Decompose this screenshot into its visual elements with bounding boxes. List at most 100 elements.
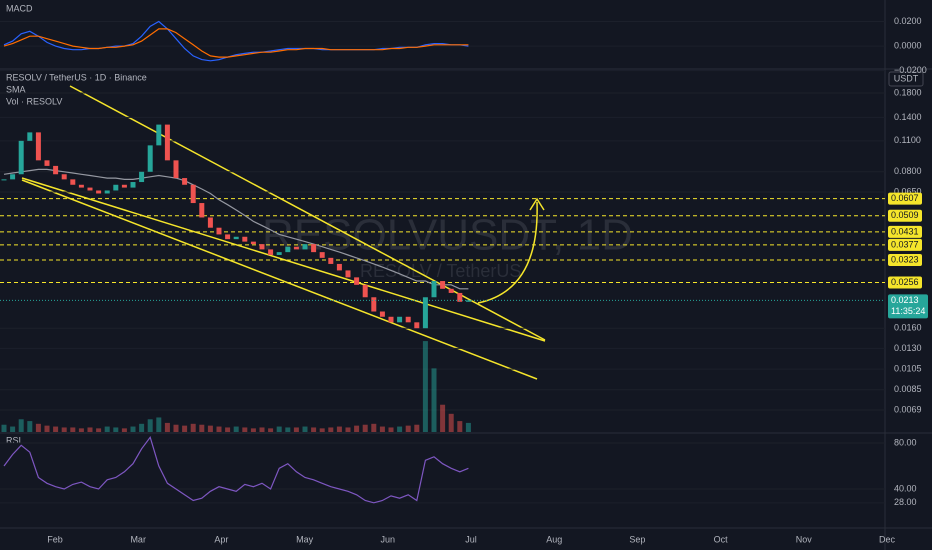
y-tick-label: 40.00 bbox=[894, 483, 917, 493]
volume-bar bbox=[302, 426, 308, 432]
candle bbox=[319, 252, 325, 258]
candle bbox=[199, 203, 205, 218]
candle bbox=[27, 132, 33, 141]
candle bbox=[448, 288, 454, 293]
level-label-bg bbox=[888, 276, 922, 289]
candle bbox=[164, 124, 170, 161]
candle bbox=[18, 140, 24, 175]
volume-bar bbox=[104, 426, 110, 432]
volume-bar bbox=[448, 413, 454, 432]
volume-bar bbox=[405, 425, 411, 432]
y-tick-label: 0.1400 bbox=[894, 112, 922, 122]
candle bbox=[354, 277, 360, 285]
legend-entry: SMA bbox=[6, 84, 26, 94]
currency: USDT bbox=[894, 73, 919, 83]
x-tick-label: Nov bbox=[796, 534, 813, 544]
volume-bar bbox=[225, 427, 231, 432]
candle bbox=[130, 182, 136, 188]
volume-bar bbox=[216, 426, 222, 432]
volume-bar bbox=[53, 426, 59, 432]
candle bbox=[242, 236, 248, 242]
candle bbox=[285, 246, 291, 253]
series-line bbox=[3, 28, 469, 58]
candle bbox=[147, 145, 153, 172]
volume-bar bbox=[44, 425, 50, 432]
level-label: 0.0607 bbox=[891, 193, 919, 203]
level-label: 0.0377 bbox=[891, 239, 919, 249]
candle bbox=[233, 236, 239, 240]
candle bbox=[465, 300, 471, 302]
candle bbox=[87, 187, 93, 191]
volume-bar bbox=[397, 426, 403, 432]
x-tick-label: Mar bbox=[130, 534, 146, 544]
volume-bar bbox=[156, 417, 162, 432]
y-tick-label: 0.0160 bbox=[894, 323, 922, 333]
currency-box[interactable] bbox=[888, 71, 924, 87]
candle bbox=[336, 263, 342, 271]
candle bbox=[379, 311, 385, 317]
volume-bar bbox=[190, 423, 196, 432]
candle bbox=[70, 179, 76, 185]
volume-bar bbox=[293, 427, 299, 432]
level-label-bg bbox=[888, 225, 922, 238]
candle bbox=[61, 174, 67, 180]
volume-bar bbox=[27, 421, 33, 432]
volume-bar bbox=[259, 427, 265, 432]
volume-bar bbox=[207, 425, 213, 432]
volume-bar bbox=[285, 427, 291, 432]
volume-bar bbox=[147, 419, 153, 432]
y-tick-label: 0.0650 bbox=[894, 186, 922, 196]
volume-bar bbox=[354, 425, 360, 432]
x-tick-label: Sep bbox=[629, 534, 645, 544]
candle bbox=[311, 244, 317, 253]
level-label-bg bbox=[888, 209, 922, 222]
y-tick-label: 0.1100 bbox=[894, 135, 921, 145]
volume-bar bbox=[130, 426, 136, 432]
candle bbox=[457, 292, 463, 302]
x-tick-label: Feb bbox=[47, 534, 63, 544]
volume-bar bbox=[379, 426, 385, 432]
watermark: RESOLVUSDT, 1D bbox=[262, 211, 633, 260]
candle bbox=[440, 281, 446, 289]
countdown: 11:35:24 bbox=[891, 306, 925, 316]
y-tick-label: 0.0130 bbox=[894, 343, 922, 353]
volume-bar bbox=[70, 427, 76, 432]
arrow bbox=[477, 201, 538, 304]
y-tick-label: 0.0000 bbox=[894, 40, 922, 50]
candle bbox=[53, 165, 59, 175]
y-tick-label: 0.0800 bbox=[894, 166, 922, 176]
candle bbox=[121, 184, 127, 188]
level-label: 0.0431 bbox=[891, 226, 919, 236]
candle bbox=[96, 190, 102, 194]
candle bbox=[216, 227, 222, 235]
level-label: 0.0509 bbox=[891, 210, 919, 220]
level-label-bg bbox=[888, 253, 922, 266]
volume-bar bbox=[311, 427, 317, 432]
panel-title: RESOLV / TetherUS · 1D · Binance bbox=[6, 72, 147, 82]
candle bbox=[182, 178, 188, 185]
candle bbox=[1, 179, 7, 181]
series-line bbox=[3, 435, 469, 504]
panel-title: RSI bbox=[6, 435, 21, 445]
candle bbox=[190, 184, 196, 204]
volume-bar bbox=[250, 428, 256, 432]
arrow-head bbox=[529, 197, 545, 211]
candle bbox=[388, 316, 394, 323]
volume-bar bbox=[35, 423, 41, 432]
candle bbox=[104, 190, 110, 194]
volume-bar bbox=[139, 423, 145, 432]
candle bbox=[156, 124, 162, 146]
volume-bar bbox=[61, 427, 67, 432]
volume-bar bbox=[121, 428, 127, 432]
candle bbox=[10, 174, 16, 180]
volume-bar bbox=[465, 422, 471, 432]
volume-bar bbox=[414, 424, 420, 432]
level-label: 0.0256 bbox=[891, 277, 919, 287]
volume-bar bbox=[87, 427, 93, 432]
candle bbox=[207, 217, 213, 228]
candle bbox=[414, 322, 420, 329]
y-tick-label: 0.0069 bbox=[894, 404, 922, 414]
x-tick-label: Jun bbox=[381, 534, 396, 544]
volume-bar bbox=[431, 368, 437, 432]
candle bbox=[276, 252, 282, 255]
